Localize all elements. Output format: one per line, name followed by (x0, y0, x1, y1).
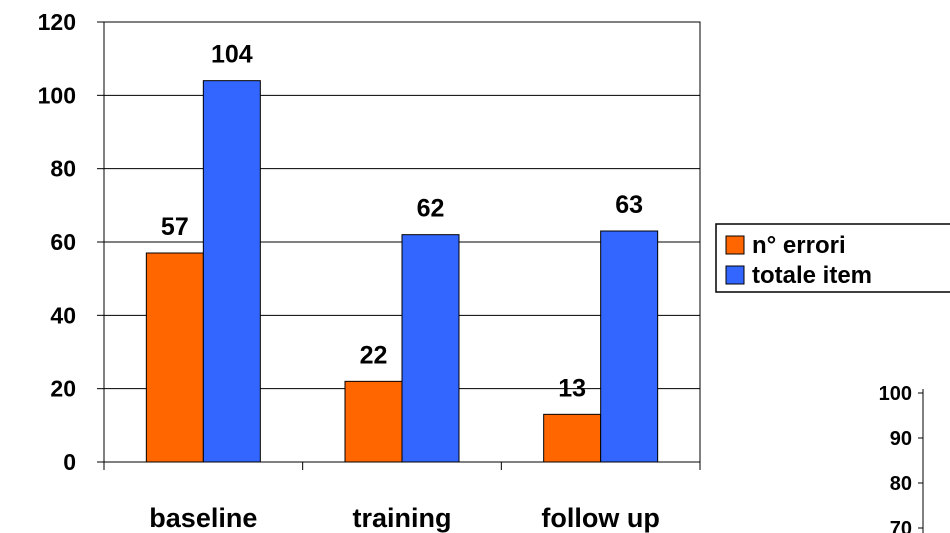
y-tick-label: 40 (50, 302, 76, 328)
legend-label: n° errori (752, 232, 846, 259)
data-label: 62 (417, 195, 445, 223)
y-tick-label: 60 (50, 229, 76, 255)
y-tick-label: 100 (38, 82, 76, 108)
data-label: 104 (211, 41, 253, 69)
y-tick-label: 70 (890, 518, 912, 533)
y-tick-label: 120 (38, 9, 76, 35)
second-chart-partial: 100 90 80 70 (879, 383, 924, 533)
legend-label: totale item (752, 262, 872, 289)
x-category-label: training (353, 503, 452, 533)
data-label: 63 (615, 191, 643, 219)
bar (543, 413, 602, 463)
y-tick-label: 80 (50, 156, 76, 182)
bar (344, 380, 403, 463)
legend-swatch (725, 235, 745, 255)
bar (401, 234, 460, 463)
x-category-label: follow up (541, 503, 659, 533)
y-tick-label: 90 (890, 428, 912, 450)
legend-swatch (725, 265, 745, 285)
bar (202, 80, 261, 463)
y-tick-label: 80 (890, 473, 912, 495)
legend: n° errori totale item (715, 223, 950, 293)
bars (145, 80, 659, 463)
data-label: 13 (558, 374, 586, 402)
labels: 57 104 22 62 13 63 (161, 41, 643, 403)
bar (600, 230, 659, 463)
y-tick-label: 100 (879, 383, 912, 405)
y-tick-label: 0 (63, 449, 76, 475)
y-tick-label: 20 (50, 376, 76, 402)
data-label: 57 (161, 213, 189, 241)
x-category-label: baseline (149, 503, 257, 533)
bar (145, 252, 204, 463)
data-label: 22 (360, 341, 388, 369)
legend-box (715, 223, 950, 293)
axes: 0 20 40 60 80 100 120 baseline training follow up (38, 9, 701, 533)
